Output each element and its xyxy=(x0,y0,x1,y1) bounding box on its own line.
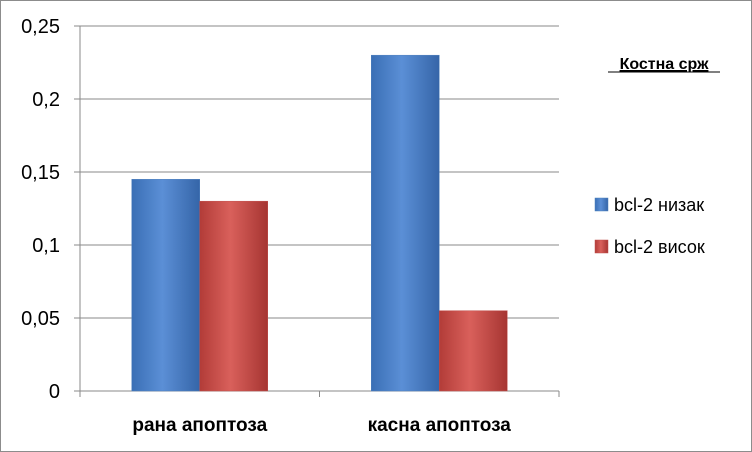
y-tick-label: 0,25 xyxy=(21,16,60,38)
y-tick-label: 0,1 xyxy=(32,235,60,257)
bar-low-2 xyxy=(371,54,440,392)
bar-high-1 xyxy=(199,200,268,392)
legend-title: Костна срж xyxy=(620,56,710,73)
x-category-label: касна апоптоза xyxy=(368,415,512,436)
legend-label: bcl-2 низак xyxy=(614,195,704,215)
legend: Костна срж bcl-2 низак bcl-2 висок xyxy=(594,56,720,257)
bars xyxy=(131,54,508,392)
y-tick-label: 0 xyxy=(49,381,60,403)
x-category-label: рана апоптоза xyxy=(132,415,267,436)
legend-label: bcl-2 висок xyxy=(614,237,705,257)
legend-swatch xyxy=(594,197,609,212)
y-tick-label: 0,2 xyxy=(32,89,60,111)
y-tick-labels: 0 0,05 0,1 0,15 0,2 0,25 xyxy=(21,16,60,403)
y-tick-label: 0,05 xyxy=(21,308,60,330)
y-tick-label: 0,15 xyxy=(21,162,60,184)
x-category-labels: рана апоптоза касна апоптоза xyxy=(132,415,511,436)
legend-swatch xyxy=(594,239,609,254)
bar-high-2 xyxy=(439,310,508,392)
bar-low-1 xyxy=(131,179,200,392)
